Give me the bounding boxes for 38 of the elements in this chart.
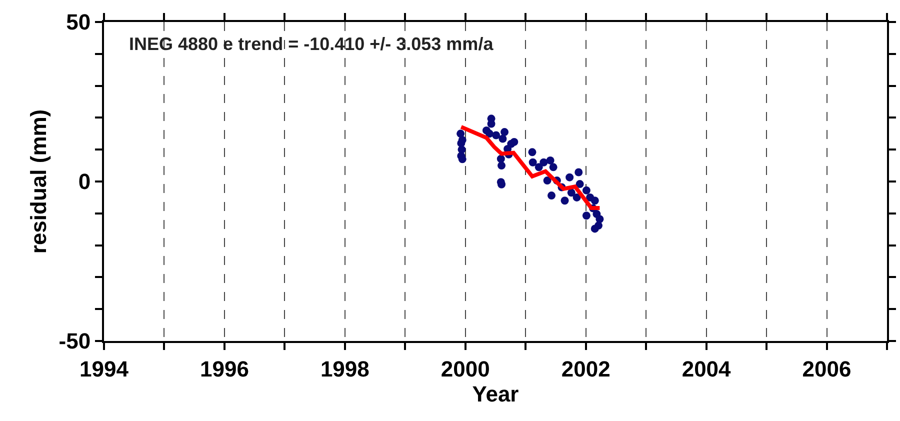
point (548, 192, 556, 200)
point (566, 173, 574, 182)
y-tick-label: 0 (78, 169, 91, 194)
point (543, 176, 552, 185)
point (549, 163, 558, 172)
point (498, 162, 506, 170)
x-tick-label: 2000 (440, 356, 490, 382)
point (582, 212, 590, 220)
point (590, 196, 599, 205)
point (458, 155, 466, 164)
point (540, 158, 548, 166)
y-tick-label: -50 (58, 328, 91, 354)
point (596, 215, 604, 224)
x-tick-label: 1998 (320, 356, 370, 382)
x-tick-label: 2006 (802, 356, 852, 382)
x-tick-label: 2002 (561, 356, 610, 382)
x-tick-label: 2004 (682, 356, 732, 382)
point (546, 156, 554, 164)
point (574, 168, 583, 176)
point (534, 163, 543, 172)
point (528, 148, 536, 156)
point (576, 180, 584, 188)
point (500, 128, 509, 136)
point (492, 131, 500, 140)
point (582, 186, 590, 194)
point (510, 138, 518, 146)
x-tick-label: 1996 (200, 356, 249, 382)
x-axis-title: Year (472, 381, 520, 406)
point (590, 224, 599, 233)
point (498, 134, 507, 143)
point (528, 158, 537, 166)
point (456, 130, 465, 138)
y-axis-title: residual (mm) (26, 109, 52, 254)
x-tick-label: 1994 (80, 356, 130, 382)
point (560, 196, 569, 205)
point (567, 188, 576, 197)
point (572, 193, 581, 202)
y-tick-label: 50 (66, 10, 91, 35)
